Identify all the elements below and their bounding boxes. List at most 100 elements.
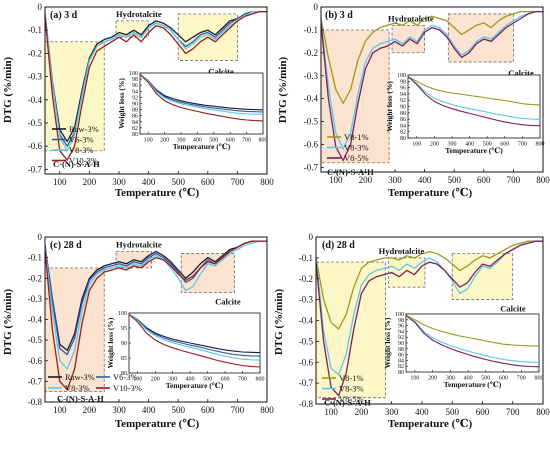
inset-frame <box>407 74 541 139</box>
inset-x-tick-label: 600 <box>500 142 509 148</box>
inset-series-line <box>407 76 541 127</box>
legend-label: V10-3% <box>113 383 142 393</box>
region-box <box>115 20 149 38</box>
inset-x-tick-label: 100 <box>412 142 421 148</box>
x-tick-label: 800 <box>260 177 274 187</box>
inset-x-tick-label: 800 <box>535 376 544 382</box>
x-tick-label: 100 <box>53 177 67 187</box>
inset-x-label: Temperature (℃) <box>173 142 231 151</box>
inset-y-tick-label: 84 <box>398 358 404 364</box>
x-tick-label: 200 <box>355 407 369 417</box>
inset-y-tick-label: 92 <box>132 95 138 101</box>
legend-label: V8-3% <box>344 143 369 153</box>
legend-label: V8-3% <box>339 384 364 394</box>
inset-y-tick-label: 82 <box>132 126 138 132</box>
legend-label: V10-3% <box>69 156 98 166</box>
x-tick-label: 400 <box>415 407 429 417</box>
inset-y-tick-label: 100 <box>129 71 138 77</box>
inset-x-tick-label: 800 <box>536 142 545 148</box>
inset-frame <box>139 72 264 135</box>
y-tick-label: 0 <box>309 232 314 242</box>
x-tick-label: 700 <box>231 177 245 187</box>
inset-x-tick-label: 800 <box>259 138 268 144</box>
inset-y-label: Weight loss (%) <box>106 317 115 368</box>
y-axis-label: DTG (%/min) <box>2 57 14 124</box>
region-label: C-(N)-S-A-H <box>53 159 100 169</box>
inset-y-tick-label: 80 <box>132 132 138 138</box>
inset-x-tick-label: 400 <box>465 142 474 148</box>
x-tick-label: 800 <box>536 175 550 185</box>
x-tick-label: 400 <box>142 405 156 415</box>
plot-frame <box>320 6 544 173</box>
inset-y-tick-label: 85 <box>121 356 127 362</box>
inset-x-tick-label: 300 <box>446 376 455 382</box>
inset-x-tick-label: 100 <box>133 377 142 383</box>
series-line <box>316 240 543 330</box>
inset-series-line <box>405 314 540 368</box>
inset-series-line <box>405 314 539 347</box>
inset-y-tick-label: 82 <box>398 364 404 370</box>
inset-y-tick-label: 94 <box>132 89 138 95</box>
inset-y-tick-label: 95 <box>121 326 127 332</box>
y-tick-label: -0.6 <box>299 357 314 367</box>
inset-x-tick-label: 700 <box>517 376 526 382</box>
legend-label: V8-5% <box>344 153 369 163</box>
inset-y-tick-label: 100 <box>118 311 127 317</box>
inset-x-tick-label: 300 <box>177 138 186 144</box>
inset-x-tick-label: 400 <box>193 138 202 144</box>
inset-y-tick-label: 84 <box>400 123 406 129</box>
inset-y-tick-label: 96 <box>132 83 138 89</box>
x-tick-label: 100 <box>329 175 343 185</box>
inset-y-tick-label: 86 <box>398 353 404 359</box>
x-tick-label: 600 <box>201 177 215 187</box>
inset-x-tick-label: 600 <box>221 377 230 383</box>
inset-x-tick-label: 300 <box>448 142 457 148</box>
x-tick-label: 800 <box>260 405 274 415</box>
x-tick-label: 400 <box>418 175 432 185</box>
inset-x-tick-label: 400 <box>464 376 473 382</box>
inset-y-tick-label: 92 <box>400 98 406 104</box>
y-axis-label: DTG (%/min) <box>277 57 289 124</box>
inset-series-line <box>139 74 264 116</box>
region-label: Hydrotalcite <box>388 13 434 23</box>
panel-title: (a) 3 d <box>50 10 78 21</box>
series-line <box>316 240 543 397</box>
panel-title: (c) 28 d <box>50 240 82 251</box>
y-tick-label: -0.5 <box>304 117 319 127</box>
inset-series-line <box>139 74 264 122</box>
panel-title: (b) 3 d <box>325 10 353 21</box>
inset-y-tick-label: 92 <box>398 335 404 341</box>
inset-frame <box>128 312 261 374</box>
series-line <box>321 10 543 150</box>
series-line <box>321 10 543 162</box>
legend-label: V6-3% <box>113 372 138 382</box>
inset-x-tick-label: 800 <box>256 377 265 383</box>
inset-x-tick-label: 100 <box>410 376 419 382</box>
y-tick-label: -0.1 <box>304 25 318 35</box>
x-tick-label: 400 <box>142 177 156 187</box>
legend: V8-1%V8-3%V8-5% <box>327 132 369 163</box>
region-label: Calcite <box>215 297 241 307</box>
x-tick-label: 700 <box>507 175 521 185</box>
x-axis-label: Temperature (℃) <box>388 418 473 430</box>
inset-x-label: Temperature (℃) <box>444 380 502 389</box>
series-line <box>321 10 543 104</box>
x-tick-label: 200 <box>359 175 373 185</box>
region-label: Calcite <box>508 68 534 78</box>
inset-y-tick-label: 88 <box>398 347 404 353</box>
y-tick-label: -0.3 <box>304 71 319 81</box>
x-tick-label: 600 <box>201 405 215 415</box>
region-box <box>391 24 425 54</box>
inset-x-tick-label: 600 <box>499 376 508 382</box>
y-tick-label: -0.2 <box>304 48 318 58</box>
panel-title: (d) 28 d <box>322 240 355 251</box>
x-tick-label: 100 <box>53 405 67 415</box>
region-label: Hydrotalcite <box>379 246 425 256</box>
x-tick-label: 600 <box>476 407 490 417</box>
region-label: Hydrotalcite <box>116 239 162 249</box>
region-box <box>388 257 426 288</box>
inset-y-tick-label: 94 <box>400 92 406 98</box>
x-tick-label: 300 <box>112 405 126 415</box>
x-axis-label: Temperature (℃) <box>115 187 200 199</box>
region-label: Calcite <box>500 304 526 314</box>
